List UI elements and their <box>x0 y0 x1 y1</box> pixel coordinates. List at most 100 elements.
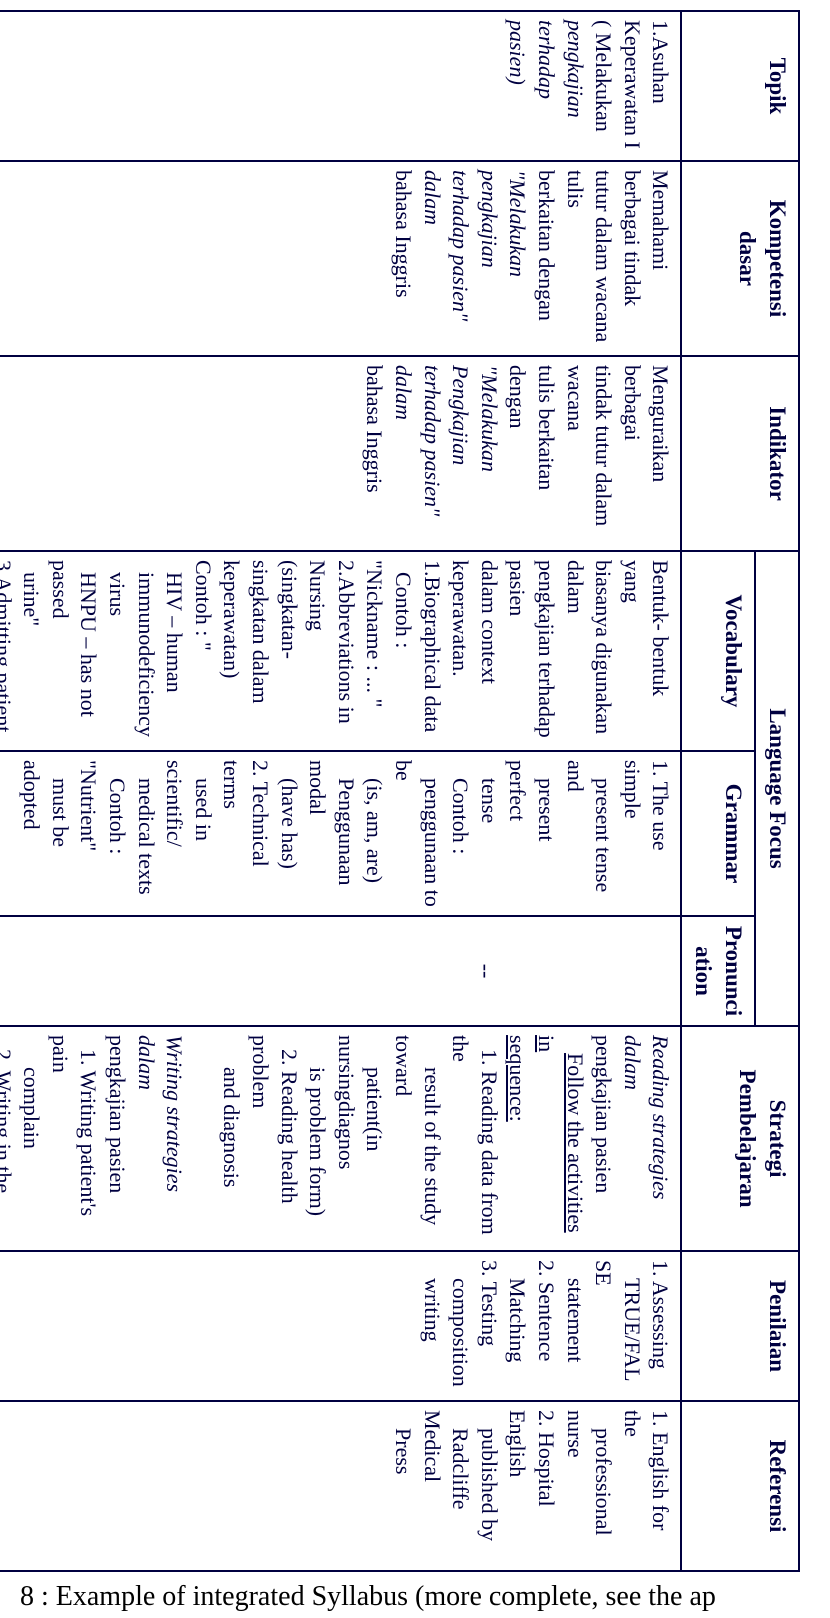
topik-line: terhadap pasien) <box>505 20 559 99</box>
vocab-line: keperawatan) Contoh : " <box>191 560 245 678</box>
page: Topik Kompetensi dasar Indikator Languag… <box>0 0 830 1618</box>
strategi-line: 2. Writing in the patient <box>0 1035 16 1193</box>
strategi-line: sequence: <box>505 1035 530 1122</box>
grammar-line: penggunaan to be <box>391 760 445 907</box>
strategi-line: pengkajian pasien <box>105 1035 130 1193</box>
indikator-line: "Melakukan Pengkajian <box>448 365 502 472</box>
header-pronunciation: Pronunciation <box>681 916 755 1026</box>
topik-line: pengkajian <box>563 20 588 118</box>
referensi-line: Press <box>391 1410 416 1474</box>
header-topik: Topik <box>681 11 799 161</box>
topik-line: 1.Asuhan <box>648 20 673 104</box>
strategi-line: Reading strategies dalam <box>620 1035 674 1199</box>
penilaian-line: 3. Testing <box>477 1260 502 1346</box>
indikator-line: tulis berkaitan dengan <box>505 365 559 490</box>
strategi-line: pengkajian pasien <box>591 1035 616 1193</box>
kompetensi-line: Memahami berbagai tindak <box>620 170 674 306</box>
grammar-line: Contoh : <box>448 760 473 854</box>
grammar-line: used in scientific/ <box>162 760 216 847</box>
vocab-line: pengkajian terhadap pasien <box>505 560 559 738</box>
grammar-line: present perfect <box>505 760 559 842</box>
kompetensi-line: tutur dalam wacana tulis <box>563 170 617 342</box>
grammar-line: (is, am, are) <box>362 760 387 883</box>
strategi-line: 2. Reading health problem <box>248 1035 302 1204</box>
strategi-line: Writing strategies dalam <box>134 1035 188 1192</box>
topik-line: ( Melakukan <box>591 20 616 132</box>
header-referensi: Referensi <box>681 1401 799 1571</box>
cell-strategi: Reading strategies dalam pengkajian pasi… <box>0 1026 681 1251</box>
strategi-line: 1. Reading data from the <box>448 1035 502 1235</box>
vocab-line: 3.Admitting patient <box>0 560 16 732</box>
kompetensi-line: terhadap pasien" dalam <box>420 170 474 321</box>
penilaian-line: statement <box>563 1260 588 1362</box>
grammar-line: Penggunaan modal <box>305 760 359 886</box>
indikator-line: tindak tutur dalam wacana <box>563 365 617 526</box>
figure-caption: 8 : Example of integrated Syllabus (more… <box>20 1581 716 1613</box>
vocab-line: HIV – human <box>162 560 187 693</box>
header-kompetensi: Kompetensi dasar <box>681 161 799 356</box>
vocab-line: Contoh : "Nickname : ... " <box>362 560 416 707</box>
referensi-line: published by <box>477 1410 502 1541</box>
penilaian-line: 2. Sentence <box>534 1260 559 1361</box>
vocab-line: virus <box>105 560 130 616</box>
referensi-line: 1. English for the <box>620 1410 674 1530</box>
grammar-line: medical texts <box>134 760 159 895</box>
cell-grammar: 1. The use simple present tense and pres… <box>0 751 681 916</box>
strategi-line: 1. Writing patient's pain <box>48 1035 102 1216</box>
indikator-line: bahasa Inggris <box>362 365 387 493</box>
strategi-line: complain <box>19 1035 44 1149</box>
pronunciation-value: -- <box>474 964 499 979</box>
vocab-line: Bentuk- bentuk yang <box>620 560 674 696</box>
grammar-line: present tense and <box>563 760 617 892</box>
grammar-line: (have has) <box>277 760 302 869</box>
grammar-line: tense <box>477 760 502 823</box>
cell-indikator: Menguraikan berbagai tindak tutur dalam … <box>0 356 681 551</box>
cell-penilaian: 1. Assessing TRUE/FALSE statement 2. Sen… <box>0 1251 681 1401</box>
cell-topik: 1.Asuhan Keperawatan I ( Melakukan pengk… <box>0 11 681 161</box>
penilaian-line: Matching <box>505 1260 530 1362</box>
vocab-line: immunodeficiency <box>134 560 159 737</box>
vocab-line: (singkatan-singkatan dalam <box>248 560 302 704</box>
syllabus-table: Topik Kompetensi dasar Indikator Languag… <box>0 10 800 1572</box>
cell-referensi: 1. English for the professional nurse 2.… <box>0 1401 681 1571</box>
strategi-line: and diagnosis <box>219 1035 244 1187</box>
grammar-line: must be adopted <box>19 760 73 847</box>
kompetensi-line: bahasa Inggris <box>391 170 416 298</box>
header-vocabulary: Vocabulary <box>681 551 755 751</box>
grammar-line: 2. Technical terms <box>219 760 273 867</box>
header-penilaian: Penilaian <box>681 1251 799 1401</box>
header-strategi: Strategi Pembelajaran <box>681 1026 799 1251</box>
header-indikator: Indikator <box>681 356 799 551</box>
strategi-line: is problem form) <box>305 1035 330 1216</box>
topik-line: Keperawatan I <box>620 20 645 149</box>
vocab-line: dalam context keperawatan. <box>448 560 502 684</box>
vocab-line: 2.Abbreviations in Nursing <box>305 560 359 724</box>
indikator-line: Menguraikan berbagai <box>620 365 674 482</box>
strategi-line: patient(in nursingdiagnos <box>334 1035 388 1169</box>
referensi-line: professional nurse <box>563 1410 617 1536</box>
strategi-line: result of the study toward <box>391 1035 445 1225</box>
cell-kompetensi: Memahami berbagai tindak tutur dalam wac… <box>0 161 681 356</box>
data-row: 1.Asuhan Keperawatan I ( Melakukan pengk… <box>0 11 681 1571</box>
vocab-line: HNPU – has not passed <box>48 560 102 717</box>
cell-vocabulary: Bentuk- bentuk yang biasanya digunakan d… <box>0 551 681 751</box>
vocab-line: biasanya digunakan dalam <box>563 560 617 734</box>
header-row-1: Topik Kompetensi dasar Indikator Languag… <box>755 11 799 1571</box>
kompetensi-line: berkaitan dengan <box>534 170 559 321</box>
indikator-line: terhadap pasien" dalam <box>391 365 445 516</box>
cell-pronunciation: -- <box>0 916 681 1026</box>
kompetensi-line: "Melakukan pengkajian <box>477 170 531 277</box>
referensi-line: 2. Hospital English <box>505 1410 559 1507</box>
referensi-line: Radcliffe Medical <box>420 1410 474 1509</box>
grammar-line: Contoh : "Nutrient" <box>76 760 130 854</box>
header-language-focus: Language Focus <box>755 551 799 1026</box>
vocab-line: 1.Biographical data <box>420 560 445 732</box>
penilaian-line: TRUE/FALSE <box>591 1260 645 1381</box>
grammar-line: 1. The use simple <box>620 760 674 851</box>
penilaian-line: composition <box>448 1260 473 1387</box>
penilaian-line: writing <box>420 1260 445 1342</box>
vocab-line: urine" <box>19 560 44 626</box>
penilaian-line: 1. Assessing <box>648 1260 673 1369</box>
strategi-line: Follow the activities in <box>534 1035 588 1233</box>
header-grammar: Grammar <box>681 751 755 916</box>
